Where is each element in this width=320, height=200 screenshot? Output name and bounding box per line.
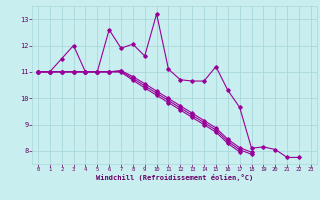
X-axis label: Windchill (Refroidissement éolien,°C): Windchill (Refroidissement éolien,°C): [96, 174, 253, 181]
